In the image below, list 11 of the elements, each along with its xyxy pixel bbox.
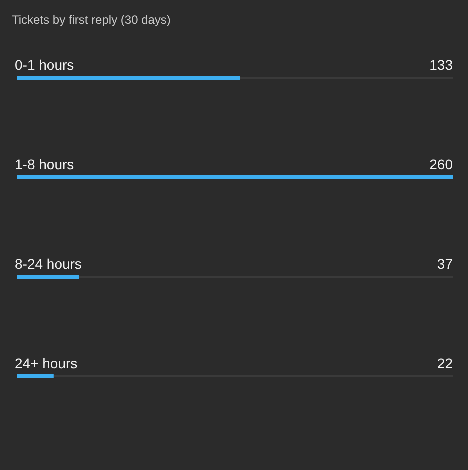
chart-title: Tickets by first reply (30 days) xyxy=(12,13,171,27)
y-tick-label: 8-24 hours xyxy=(15,256,82,272)
data-label: 22 xyxy=(437,356,454,372)
y-tick-label: 0-1 hours xyxy=(15,57,74,73)
data-label: 133 xyxy=(430,57,454,73)
y-tick-label: 24+ hours xyxy=(15,356,78,372)
data-label: 260 xyxy=(430,156,454,172)
data-label: 37 xyxy=(437,256,454,272)
bar xyxy=(17,275,80,279)
bar xyxy=(17,374,54,378)
y-tick-label: 1-8 hours xyxy=(15,156,74,172)
